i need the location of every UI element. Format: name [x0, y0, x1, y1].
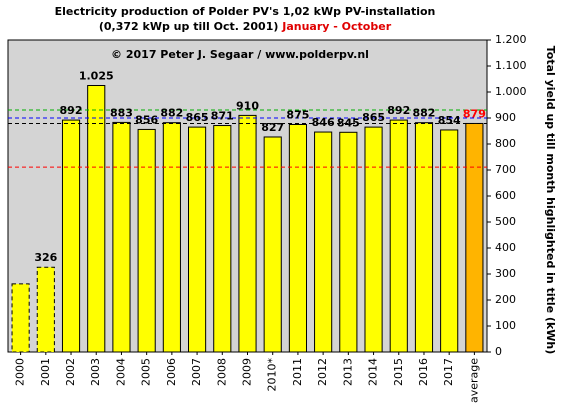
y-tick-label: 500 [495, 215, 516, 228]
value-label: 882 [160, 107, 183, 120]
y-tick-label: 400 [495, 241, 516, 254]
chart-title: Electricity production of Polder PV's 1,… [55, 5, 436, 18]
bar [112, 121, 131, 353]
x-tick-label: 2007 [190, 358, 203, 386]
bar [314, 131, 333, 353]
y-tick-label: 1.000 [495, 85, 527, 98]
x-tick-label: 2017 [442, 358, 455, 386]
value-label: 892 [60, 104, 83, 117]
x-tick-label: 2003 [89, 358, 102, 386]
bar [87, 85, 106, 353]
x-tick-label: 2009 [241, 358, 254, 386]
x-tick-label: 2001 [39, 358, 52, 386]
x-tick-label: 2016 [417, 358, 430, 386]
bar [339, 131, 358, 353]
bar [414, 122, 434, 353]
bar [389, 119, 408, 353]
value-label: 892 [387, 104, 410, 117]
annotation: © 2017 Peter J. Segaar / www.polderpv.nl [111, 48, 369, 61]
y-tick-label: 1.200 [495, 33, 527, 46]
y-axis-title: Total yield up till month highlighted in… [544, 46, 557, 355]
value-label: 1.025 [79, 70, 114, 83]
y-tick-label: 100 [495, 319, 516, 332]
bar [162, 122, 181, 353]
x-tick-label: 2006 [165, 358, 178, 386]
value-label: 875 [286, 109, 309, 122]
value-label: 882 [412, 107, 435, 120]
bar [188, 126, 207, 353]
bar [137, 128, 156, 353]
bar [263, 136, 282, 353]
y-tick-label: 700 [495, 163, 516, 176]
x-tick-label: 2004 [114, 358, 127, 386]
y-tick-label: 800 [495, 137, 516, 150]
value-label: 856 [135, 113, 158, 126]
bar [238, 114, 257, 353]
bar [36, 266, 55, 353]
value-label: 846 [312, 116, 335, 129]
bar [440, 129, 459, 353]
x-tick-label: 2010* [266, 358, 279, 392]
value-label: 845 [337, 116, 360, 129]
x-tick-label: 2000 [14, 358, 27, 386]
subtitle-highlight: January - October [281, 20, 391, 33]
value-label: 910 [236, 99, 259, 112]
value-label: 871 [211, 110, 234, 123]
chart-subtitle: (0,372 kWp up till Oct. 2001) January - … [99, 20, 392, 33]
x-tick-label: 2012 [316, 358, 329, 386]
x-tick-label: 2005 [140, 358, 153, 386]
x-tick-label: 2014 [367, 358, 380, 386]
x-tick-label: 2013 [341, 358, 354, 386]
bar [11, 283, 30, 353]
value-label: 326 [34, 251, 57, 264]
subtitle: (0,372 kWp up till Oct. 2001) [99, 20, 279, 33]
y-tick-label: 300 [495, 267, 516, 280]
y-tick-label: 0 [495, 345, 502, 358]
x-tick-label: average [467, 358, 480, 403]
value-label: 879 [463, 107, 486, 120]
bar [213, 125, 232, 353]
bar [288, 124, 307, 353]
x-tick-label: 2002 [64, 358, 77, 386]
y-tick-label: 900 [495, 111, 516, 124]
value-label: 854 [438, 114, 461, 127]
x-tick-label: 2011 [291, 358, 304, 386]
value-label: 865 [362, 111, 385, 124]
x-tick-label: 2015 [392, 358, 405, 386]
bar [61, 119, 81, 353]
value-label: 827 [261, 121, 284, 134]
value-label: 883 [110, 106, 133, 119]
value-label: 865 [186, 111, 209, 124]
bar [465, 122, 484, 353]
y-tick-label: 600 [495, 189, 516, 202]
x-tick-label: 2008 [215, 358, 228, 386]
y-tick-label: 200 [495, 293, 516, 306]
bar [364, 126, 383, 353]
y-tick-label: 1.100 [495, 59, 527, 72]
